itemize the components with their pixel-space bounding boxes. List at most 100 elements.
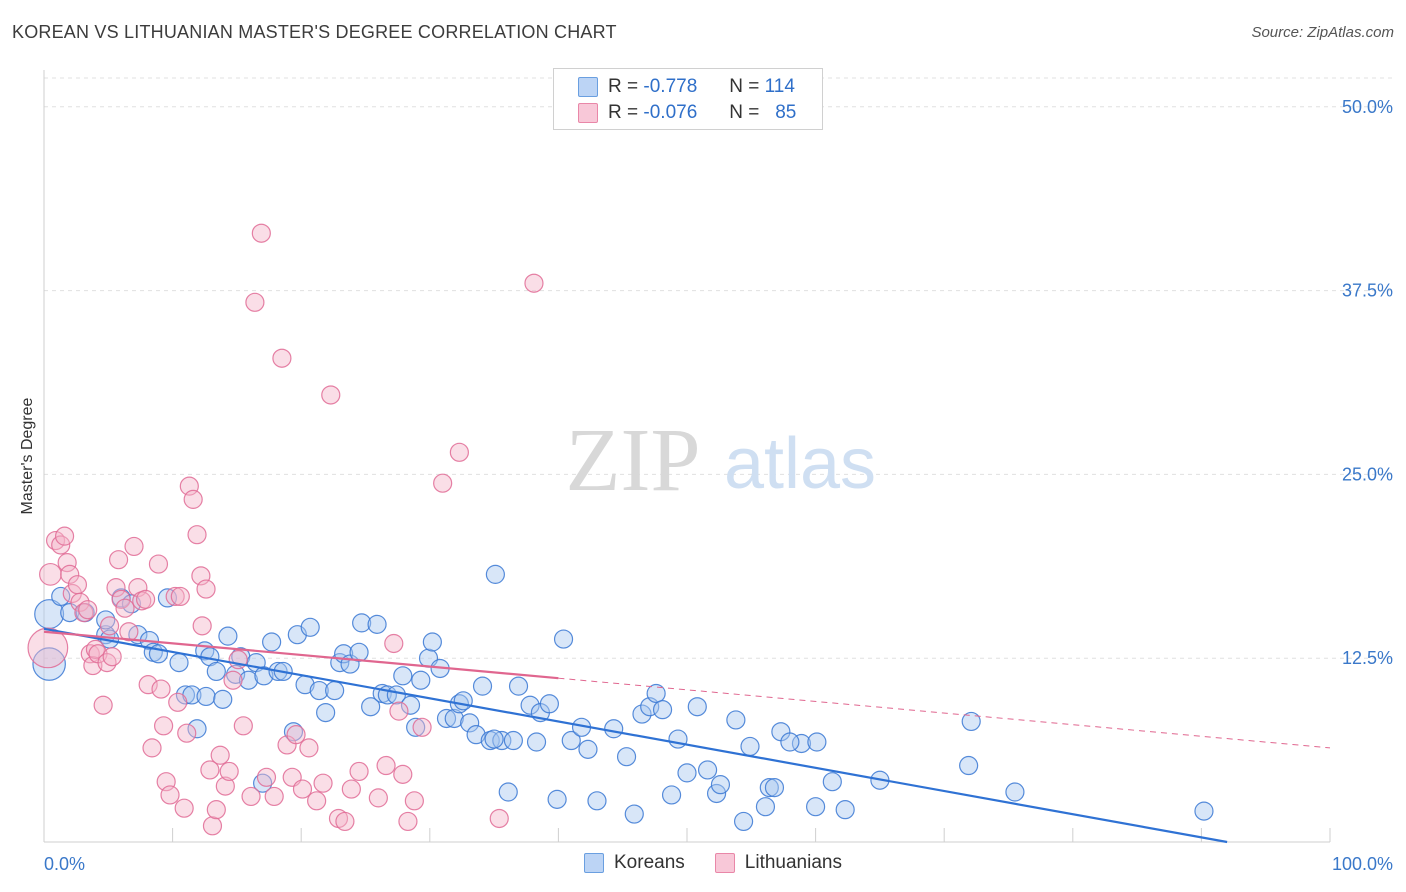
legend-r-value: -0.778 [643,76,698,97]
legend-r-value: -0.076 [643,102,698,123]
lithuanian-point [389,701,409,721]
lithuanian-point [398,811,418,832]
korean-point [755,797,776,817]
lithuanian-point [286,725,306,745]
legend-r-label: R = [608,76,639,97]
korean-point [444,708,464,729]
korean-point [400,695,421,715]
legend-n-value: 85 [775,102,797,123]
legend-n-value: 114 [764,76,795,97]
korean-point [668,729,688,749]
lithuanian-point [256,767,277,787]
korean-trend-line [43,627,1228,844]
lithuanian-point [148,554,169,574]
lithuanian-point [119,622,139,642]
korean-point [764,777,785,798]
korean-point [213,689,233,709]
lithuanian-point [39,562,62,586]
korean-point [472,676,493,696]
lithuanian-point [200,760,220,780]
lithuanian-point [210,745,230,765]
korean-point [422,632,442,652]
lithuanian-point [384,633,404,654]
korean-point [262,632,282,652]
lithuanian-point [299,738,319,758]
legend-n-label: N = [729,102,760,123]
korean-point [254,666,274,686]
korean-point [520,695,540,715]
korean-point [740,736,760,757]
korean-point [733,811,754,832]
korean-point [959,755,979,776]
lithuanian-point [27,627,69,669]
y-tick-label: 12.5% [1342,648,1393,668]
korean-point [604,719,624,739]
lithuanian-point [202,816,223,836]
source-credit: Source: ZipAtlas.com [1251,24,1394,41]
korean-point [807,732,827,752]
korean-point [726,710,746,730]
stats-legend: R = -0.778 N = 114 R = -0.076 N = 85 [553,68,823,130]
korean-point [300,617,320,637]
korean-point [710,775,731,795]
lithuanian-point [264,786,284,807]
lithuanian-point [135,589,156,609]
korean-point [175,685,196,705]
lithuanian-point [321,385,341,405]
korean-point [361,697,381,717]
lithuanian-point [219,761,239,782]
korean-point [218,626,238,646]
legend-swatch-lithuanians [714,853,735,873]
lithuanian-point [335,811,355,832]
korean-point [508,676,529,696]
y-tick-label: 37.5% [1342,281,1393,301]
korean-point [325,680,345,701]
lithuanian-point [97,653,117,673]
lithuanian-point [404,791,424,811]
lithuanian-point [106,578,126,598]
korean-point [169,653,189,673]
lithuanian-point [54,526,75,546]
korean-point [822,772,842,792]
korean-point [466,725,486,745]
korean-point [196,686,216,707]
korean-point [436,708,457,729]
korean-point [309,680,329,701]
korean-point [687,697,707,717]
legend-item-koreans[interactable]: Koreans [584,852,685,874]
korean-point [187,719,207,739]
korean-point [503,730,523,751]
lithuanian-point [192,616,212,636]
korean-point [453,691,473,711]
lithuanian-point [233,716,253,736]
korean-point [661,785,682,805]
lithuanian-point [142,738,162,758]
legend-row-koreans: R = -0.778 N = 114 [578,76,795,98]
korean-point [624,804,644,824]
lithuanian-point [206,800,226,820]
korean-point [547,789,567,809]
series-legend: Koreans Lithuanians [584,852,872,874]
legend-swatch-koreans [578,77,598,97]
legend-n-label: N = [729,76,760,97]
lithuanian-point [108,550,129,570]
x-tick-label: 100.0% [1332,854,1393,874]
lithuanian-point [93,695,113,715]
korean-point [961,711,981,732]
lithuanian-point [99,616,120,636]
lithuanian-point [78,600,98,620]
lithuanian-point [223,670,243,690]
lithuanian-point [177,723,197,743]
lithuanian-point [245,292,265,312]
korean-point [1194,801,1214,821]
lithuanian-point [187,525,207,545]
lithuanian-point [215,776,235,796]
korean-point [646,683,666,704]
lithuanian-point [307,791,327,811]
lithuanian-point [341,779,361,799]
lithuanian-point [349,761,369,782]
legend-row-lithuanians: R = -0.076 N = 85 [578,102,796,124]
legend-item-lithuanians[interactable]: Lithuanians [714,852,842,874]
lithuanian-point [376,755,396,776]
